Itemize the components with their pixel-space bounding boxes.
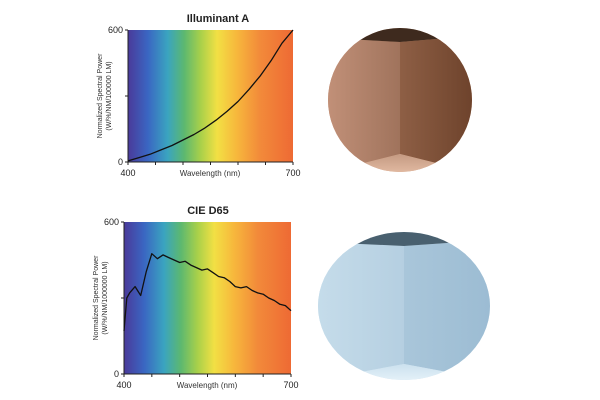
xtick-label-left: 400 xyxy=(120,168,135,178)
ytick-label-top: 600 xyxy=(108,25,123,35)
spectrum-background xyxy=(128,30,293,162)
xtick-label-left: 400 xyxy=(116,380,131,390)
xtick-label-right: 700 xyxy=(283,380,298,390)
ytick-label-bottom: 0 xyxy=(114,369,119,379)
warm-room-image xyxy=(328,28,472,172)
left-wall xyxy=(328,38,400,172)
illuminant-a-chart: Illuminant A 600 0 400 700 Wavelength (n… xyxy=(97,13,301,178)
cie-d65-chart: CIE D65 600 0 400 700 Wavelength (nm) No… xyxy=(93,205,299,390)
x-axis-label: Wavelength (nm) xyxy=(177,381,238,390)
y-axis-label-line1: Normalized Spectral Power xyxy=(93,255,100,340)
series-line xyxy=(123,253,292,331)
series-line xyxy=(127,29,294,162)
y-axis-label-line1: Normalized Spectral Power xyxy=(97,53,104,138)
right-wall xyxy=(404,240,490,380)
xtick-label-right: 700 xyxy=(285,168,300,178)
chart-title: Illuminant A xyxy=(187,13,250,25)
y-axis-label-line2: (W/%/NM/1000000 LM) xyxy=(102,261,109,334)
y-axis-label-line2: (W/%/NM/100000 LM) xyxy=(106,61,113,130)
left-wall xyxy=(318,242,404,380)
ytick-label-bottom: 0 xyxy=(118,157,123,167)
cool-room-illustration xyxy=(318,232,490,380)
right-wall xyxy=(400,36,472,172)
x-axis-label: Wavelength (nm) xyxy=(180,169,241,178)
ytick-label-top: 600 xyxy=(104,217,119,227)
warm-room-illustration xyxy=(328,28,472,172)
chart-title: CIE D65 xyxy=(187,205,229,217)
spectrum-background xyxy=(124,222,291,374)
cool-room-image xyxy=(318,232,490,380)
